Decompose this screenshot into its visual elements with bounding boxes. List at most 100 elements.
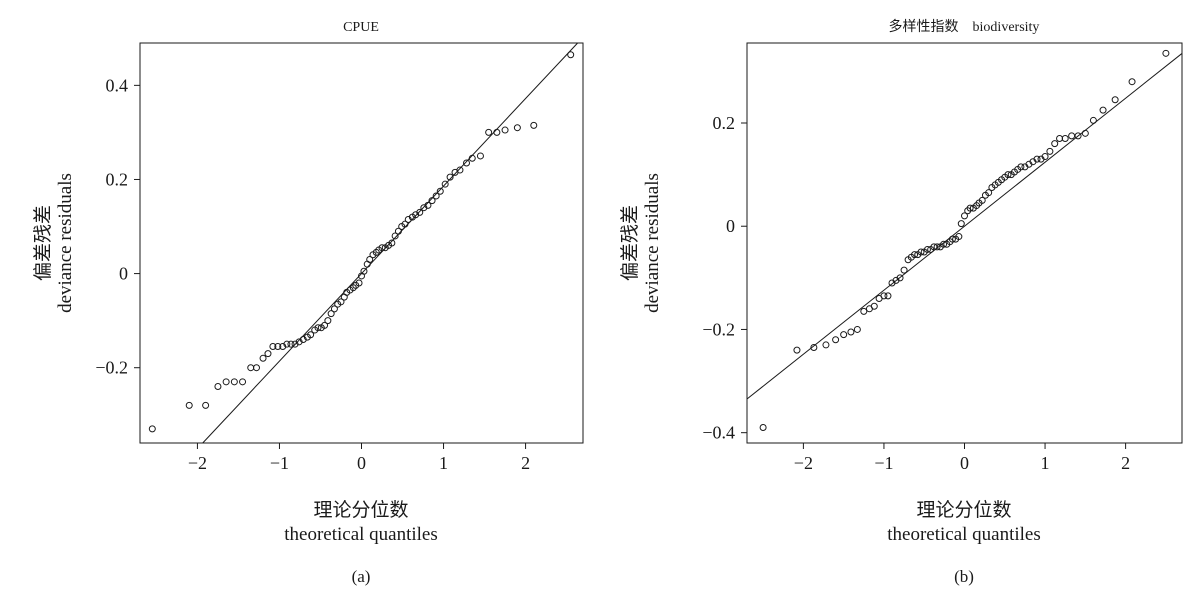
qq-point-b [793, 346, 801, 354]
qq-point-a [424, 201, 432, 209]
qq-point-b [1089, 116, 1097, 124]
qq-point-b [1111, 96, 1119, 104]
y-tick-label: 0.2 [713, 113, 736, 133]
qq-point-b [917, 248, 925, 256]
chart-title-a: CPUE [343, 20, 379, 35]
y-tick-label: 0.4 [106, 75, 129, 95]
y-tick-label: −0.2 [702, 319, 735, 339]
qq-point-a [394, 227, 402, 235]
y-axis-label-en-a: deviance residuals [55, 173, 76, 313]
qq-point-b [1068, 132, 1076, 140]
y-tick-label: −0.2 [95, 358, 128, 378]
qq-point-b [840, 331, 848, 339]
qq-point-b [900, 266, 908, 274]
qq-point-b [1041, 153, 1049, 161]
qq-point-b [1099, 106, 1107, 114]
qq-point-a [259, 354, 267, 362]
qq-point-a [222, 378, 230, 386]
qq-point-a [441, 180, 449, 188]
qq-point-a [360, 267, 368, 275]
qq-point-b [957, 220, 965, 228]
qq-point-a [239, 378, 247, 386]
panel-label-a: (a) [352, 567, 371, 586]
qq-point-a [378, 244, 386, 252]
qq-point-a [307, 331, 315, 339]
qq-point-a [321, 321, 329, 329]
qq-point-a [513, 124, 521, 132]
qq-point-b [810, 344, 818, 352]
qq-point-a [391, 232, 399, 240]
qq-point-a [264, 350, 272, 358]
qq-point-b [896, 274, 904, 282]
qq-point-b [822, 341, 830, 349]
panel-a-cpue-qq-plot: CPUE −0.2 0 0.2 0.4 −2 −1 0 1 2 偏差残差 deviance r… [32, 20, 584, 586]
x-tick-label: −2 [794, 453, 813, 473]
x-axis-label-cn-b: 理论分位数 [916, 499, 1011, 521]
qq-point-a [283, 340, 291, 348]
qq-point-b [853, 325, 861, 333]
x-tick-label: −1 [874, 453, 893, 473]
y-ticks-a: −0.2 0 0.2 0.4 [95, 75, 140, 378]
x-ticks-a: −2 −1 0 1 2 [188, 443, 530, 473]
y-tick-label: 0 [726, 216, 735, 236]
qq-point-a [401, 220, 409, 228]
qq-point-b [1081, 129, 1089, 137]
y-tick-label: 0 [119, 264, 128, 284]
qq-point-a [493, 128, 501, 136]
x-tick-label: −1 [270, 453, 289, 473]
panel-b-biodiversity-qq-plot: 多样性指数 biodiversity −0.4−0.200.2 −2 −1 0 1 2 … [619, 18, 1183, 586]
qq-point-b [1051, 140, 1059, 148]
qq-point-b [1056, 134, 1064, 142]
qq-point-a [185, 401, 193, 409]
qq-point-a [446, 173, 454, 181]
qq-point-a [274, 343, 282, 351]
qq-point-a [214, 383, 222, 391]
data-points-b [759, 49, 1170, 432]
qq-point-a [355, 279, 363, 287]
y-axis-label-en-b: deviance residuals [642, 173, 663, 313]
chart-title-b: 多样性指数 biodiversity [889, 18, 1040, 35]
qq-point-b [966, 204, 974, 212]
qq-point-b [832, 336, 840, 344]
qq-point-b [1033, 155, 1041, 163]
qq-point-a [337, 298, 345, 306]
qq-point-a [476, 152, 484, 160]
x-axis-label-en-a: theoretical quantiles [284, 524, 438, 545]
qq-point-b [1017, 163, 1025, 171]
x-axis-label-en-b: theoretical quantiles [887, 524, 1041, 545]
qq-point-a [269, 343, 277, 351]
y-tick-label: 0.2 [106, 169, 129, 189]
qq-point-b [940, 240, 948, 248]
y-tick-label: −0.4 [702, 423, 735, 443]
qq-point-a [468, 154, 476, 162]
x-tick-label: 0 [960, 453, 969, 473]
qq-point-b [978, 196, 986, 204]
x-tick-label: 2 [1121, 453, 1130, 473]
qq-point-a [327, 310, 335, 318]
data-points-a [148, 51, 575, 433]
qq-point-a [247, 364, 255, 372]
qq-point-b [870, 302, 878, 310]
qq-point-b [884, 292, 892, 300]
qq-point-a [432, 192, 440, 200]
qq-point-b [933, 243, 941, 251]
x-tick-label: 1 [439, 453, 448, 473]
qq-point-a [501, 126, 509, 134]
x-ticks-b: −2 −1 0 1 2 [794, 443, 1130, 473]
qq-point-a [330, 305, 338, 313]
x-tick-label: 2 [521, 453, 530, 473]
qq-point-b [961, 212, 968, 220]
y-axis-label-cn-b: 偏差残差 [619, 205, 641, 281]
qq-point-a [202, 401, 210, 409]
qq-point-a [148, 425, 156, 433]
qq-point-b [911, 251, 919, 259]
x-tick-label: 1 [1041, 453, 1050, 473]
qq-point-b [1074, 132, 1082, 140]
qq-point-b [1128, 78, 1136, 86]
qq-point-a [463, 159, 471, 167]
qq-point-a [324, 317, 332, 325]
qq-point-a [567, 51, 575, 59]
qq-point-a [530, 121, 538, 129]
x-axis-label-cn-a: 理论分位数 [313, 499, 408, 521]
